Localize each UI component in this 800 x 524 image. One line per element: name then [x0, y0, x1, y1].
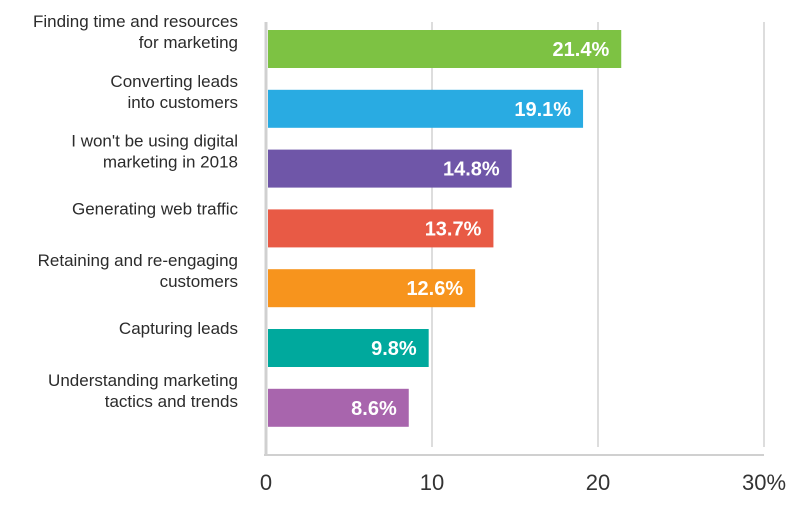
x-tick-label-0: 0: [260, 470, 272, 495]
category-label-4: Retaining and re-engaging customers: [38, 251, 238, 291]
value-labels: 21.4% 19.1% 14.8% 13.7% 12.6% 9.8% 8.6%: [351, 39, 609, 420]
category-label-line: Generating web traffic: [72, 199, 238, 218]
x-tick-label-30: 30%: [742, 470, 786, 495]
category-label-line: into customers: [127, 93, 238, 112]
value-label-2: 14.8%: [443, 159, 500, 181]
x-tick-label-20: 20: [586, 470, 610, 495]
category-label-line: marketing in 2018: [103, 153, 238, 172]
category-label-3: Generating web traffic: [72, 199, 238, 218]
bar-5: [268, 329, 429, 367]
value-label-6: 8.6%: [351, 398, 397, 420]
bar-4: [268, 269, 476, 308]
category-label-line: tactics and trends: [105, 392, 238, 411]
bar-0: [268, 30, 622, 68]
category-label-line: Converting leads: [110, 72, 238, 91]
bar-2: [268, 149, 512, 188]
category-label-line: customers: [160, 272, 238, 291]
value-label-0: 21.4%: [553, 39, 610, 61]
bar-6: [268, 388, 409, 427]
bars: [268, 30, 622, 427]
category-label-line: Understanding marketing: [48, 371, 238, 390]
bar-1: [268, 89, 584, 128]
category-label-line: Capturing leads: [119, 319, 238, 338]
category-label-line: Finding time and resources: [33, 12, 238, 31]
category-label-0: Finding time and resources for marketing: [33, 12, 238, 52]
category-label-6: Understanding marketing tactics and trend…: [48, 371, 238, 411]
category-labels: Finding time and resources for marketing C…: [33, 12, 239, 411]
x-tick-label-10: 10: [420, 470, 444, 495]
category-label-5: Capturing leads: [119, 319, 238, 338]
category-label-2: I won't be using digital marketing in 201…: [71, 132, 238, 172]
category-label-line: Retaining and re-engaging: [38, 251, 238, 270]
value-label-4: 12.6%: [406, 278, 463, 300]
value-label-1: 19.1%: [514, 99, 571, 121]
value-label-3: 13.7%: [425, 218, 482, 240]
x-tick-labels: 0 10 20 30%: [260, 470, 786, 495]
category-label-line: for marketing: [139, 33, 238, 52]
gridlines: [264, 22, 765, 456]
bar-3: [268, 209, 494, 248]
category-label-1: Converting leads into customers: [110, 72, 238, 112]
category-label-line: I won't be using digital: [71, 132, 238, 151]
value-label-5: 9.8%: [371, 338, 417, 360]
